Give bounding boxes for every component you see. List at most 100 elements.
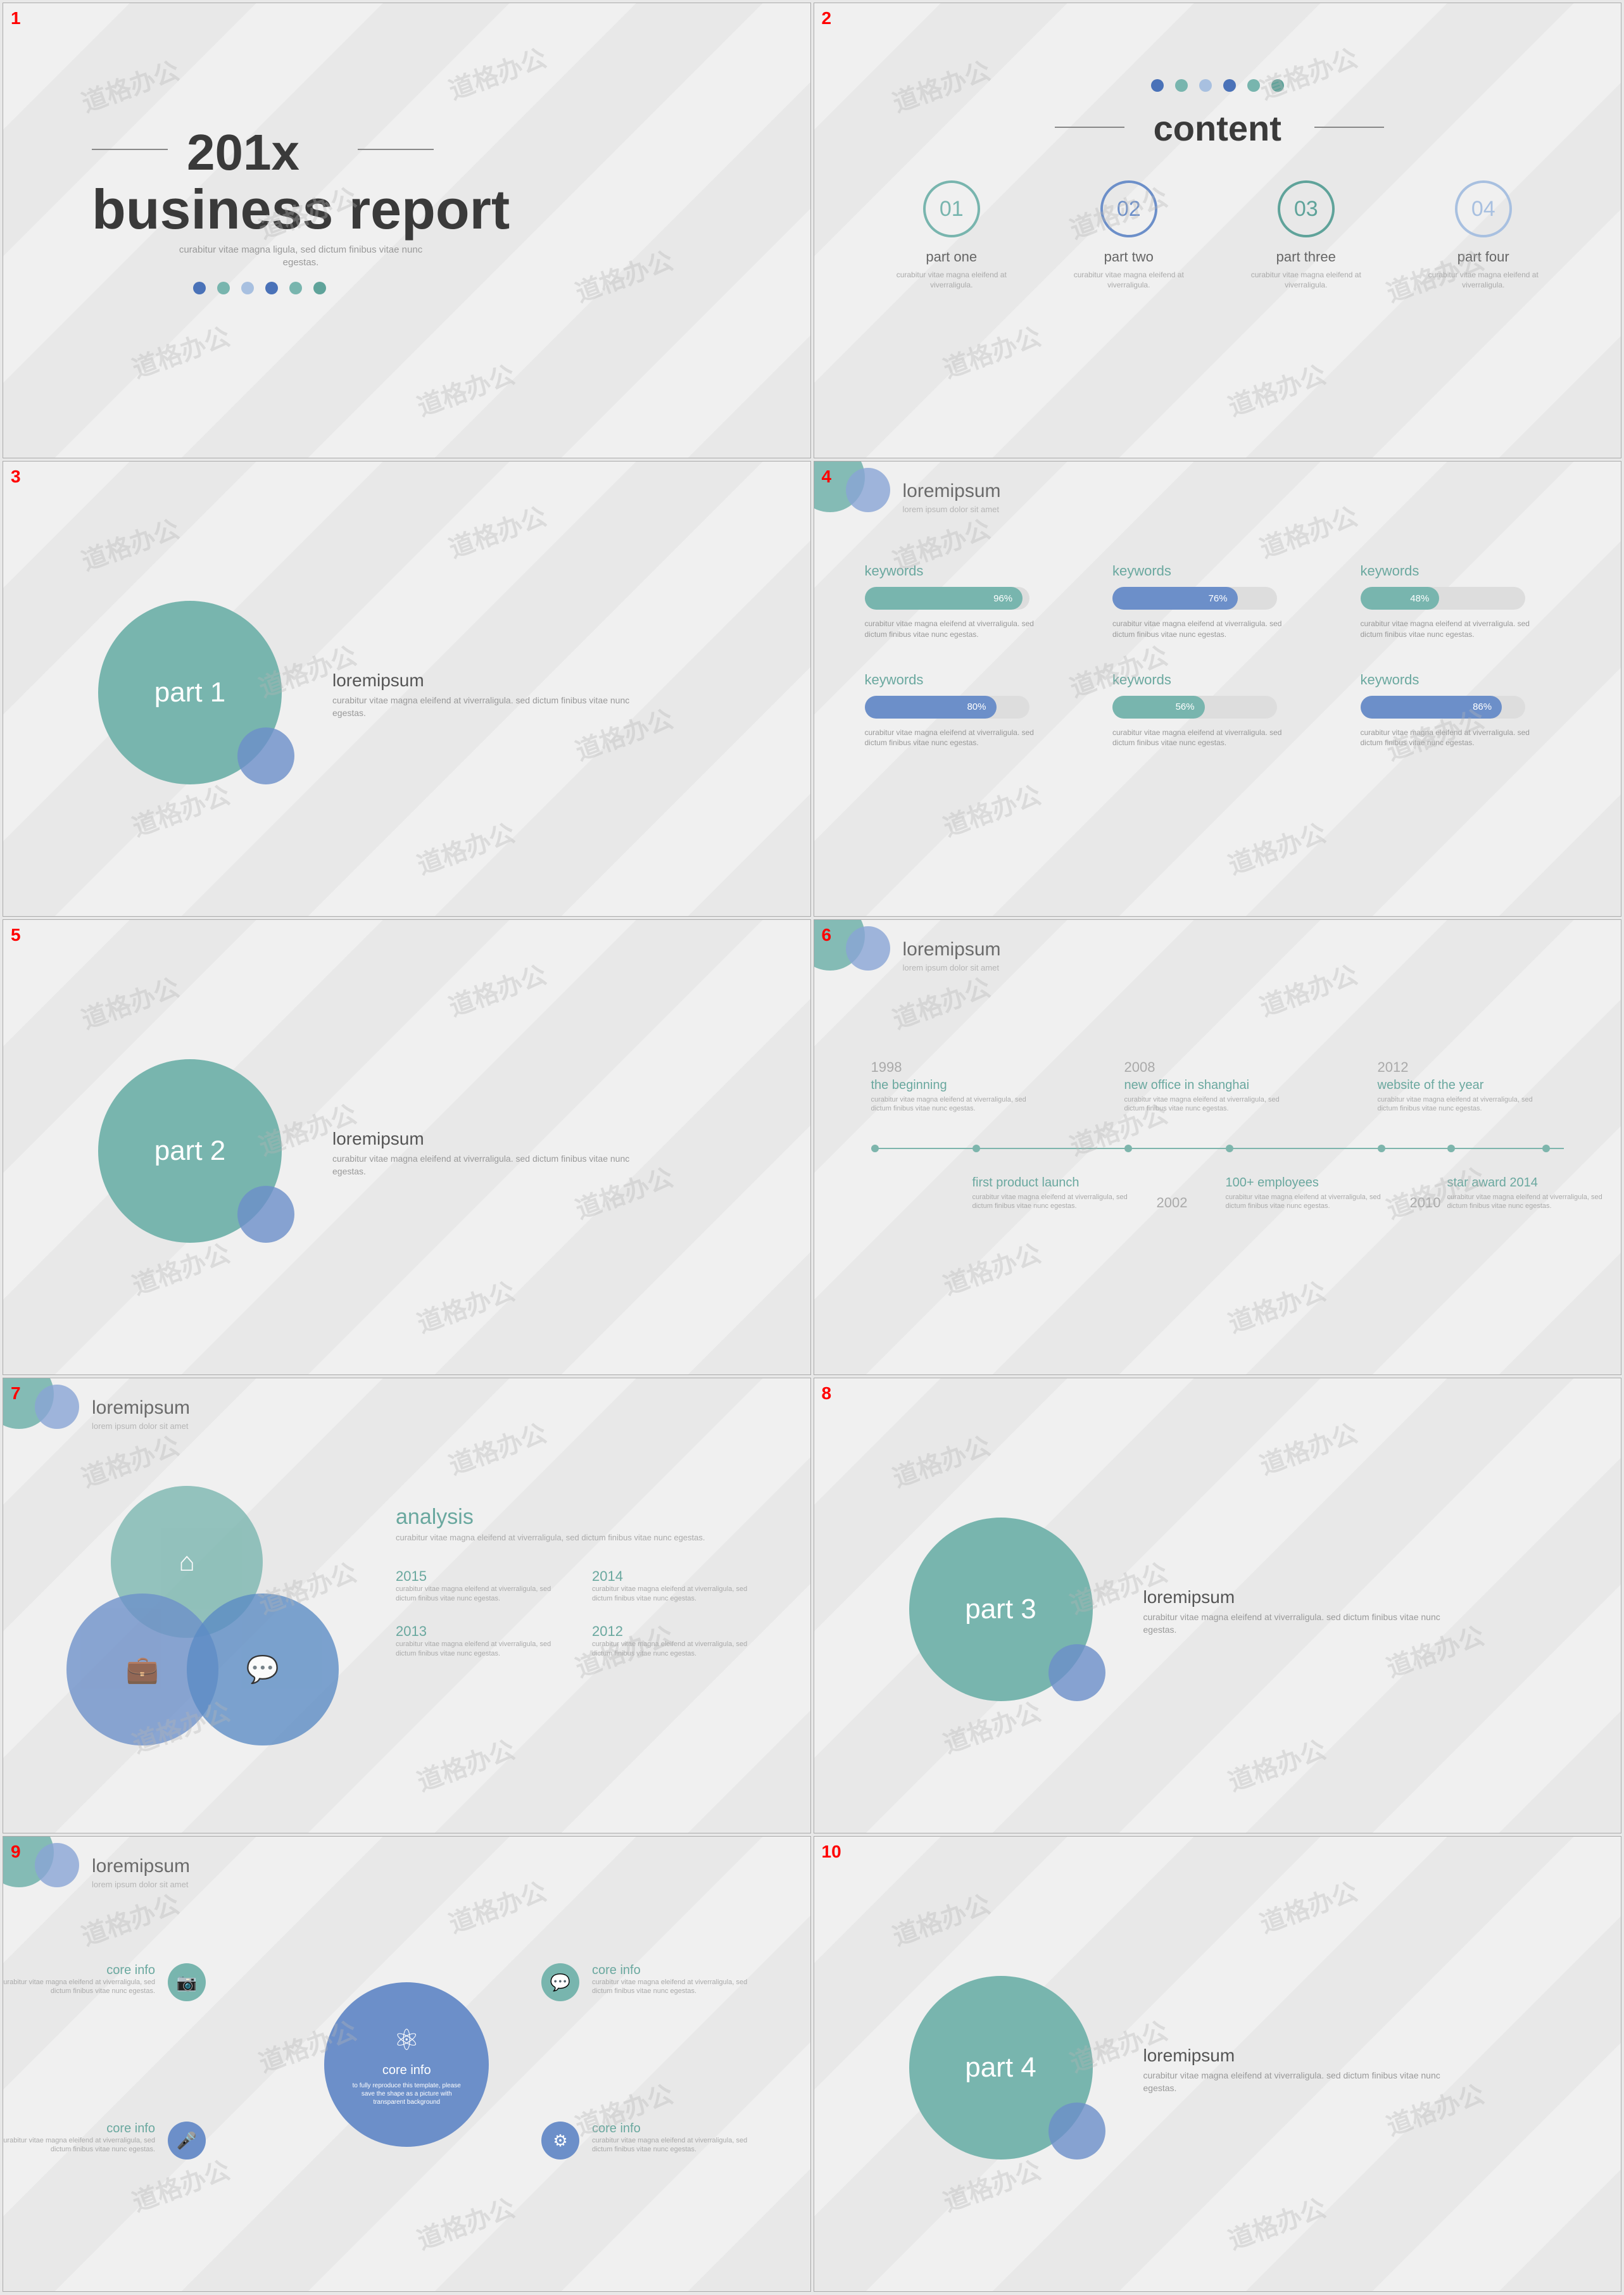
timeline-title: the beginning (871, 1078, 1048, 1093)
keyword-block: keywords 76% curabitur vitae magna eleif… (1112, 563, 1323, 640)
core-info-desc: curabitur vitae magna eleifend at viverr… (592, 2136, 757, 2154)
watermark: 道格办公 (443, 37, 551, 106)
keyword-desc: curabitur vitae magna eleifend at viverr… (865, 727, 1042, 749)
keyword-desc: curabitur vitae magna eleifend at viverr… (1112, 619, 1290, 640)
header-circle-blue (846, 926, 890, 971)
content-item-name: part two (1066, 249, 1192, 265)
section-desc: curabitur vitae magna eleifend at viverr… (332, 695, 649, 719)
slide-header-sub: lorem ipsum dolor sit amet (92, 1880, 188, 1889)
timeline-desc: curabitur vitae magna eleifend at viverr… (1124, 1095, 1302, 1114)
analysis-years: 2015 curabitur vitae magna eleifend at v… (396, 1568, 750, 1659)
venn-circle: 💬 (187, 1594, 339, 1745)
accent-dot (241, 282, 254, 294)
accent-dot (265, 282, 278, 294)
keyword-block: keywords 96% curabitur vitae magna eleif… (865, 563, 1075, 640)
watermark: 道格办公 (886, 1883, 994, 1952)
timeline-item-top: 1998 the beginning curabitur vitae magna… (871, 1059, 1048, 1114)
watermark: 道格办公 (937, 316, 1045, 385)
watermark: 道格办公 (937, 1233, 1045, 1302)
watermark: 道格办公 (412, 812, 519, 881)
slide-number: 10 (822, 1842, 841, 1862)
core-info-block: core info curabitur vitae magna eleifend… (3, 1963, 155, 1996)
slide-9: 9道格办公道格办公道格办公道格办公道格办公道格办公 loremipsum lor… (3, 1836, 811, 2292)
slide-header-sub: lorem ipsum dolor sit amet (903, 963, 999, 972)
timeline-title: website of the year (1378, 1078, 1555, 1093)
keyword-block: keywords 86% curabitur vitae magna eleif… (1361, 672, 1571, 749)
keyword-desc: curabitur vitae magna eleifend at viverr… (1361, 727, 1538, 749)
year-label: 2013 (396, 1623, 554, 1640)
slide-8: 8道格办公道格办公道格办公道格办公道格办公道格办公 part 3 loremip… (814, 1378, 1622, 1833)
progress-fill: 48% (1361, 587, 1440, 610)
dots-row (1151, 79, 1284, 92)
content-number-circle: 03 (1278, 180, 1335, 237)
section-desc: curabitur vitae magna eleifend at viverr… (332, 1153, 649, 1178)
content-items: 01 part one curabitur vitae magna eleife… (814, 180, 1621, 290)
content-item-desc: curabitur vitae magna eleifend at viverr… (1243, 270, 1369, 290)
watermark: 道格办公 (937, 2149, 1045, 2218)
rule-right (358, 149, 434, 150)
accent-dot (1199, 79, 1212, 92)
watermark: 道格办公 (443, 1412, 551, 1481)
slide-7: 7道格办公道格办公道格办公道格办公道格办公道格办公 loremipsum lor… (3, 1378, 811, 1833)
progress-fill: 96% (865, 587, 1023, 610)
slide-number: 3 (11, 467, 21, 487)
slide-5: 5道格办公道格办公道格办公道格办公道格办公道格办公 part 2 loremip… (3, 919, 811, 1375)
timeline-item-bottom: 100+ employees curabitur vitae magna ele… (1226, 1173, 1403, 1211)
watermark: 道格办公 (1222, 812, 1330, 881)
section-accent-circle (237, 1186, 294, 1243)
slide-header-title: loremipsum (92, 1397, 190, 1419)
watermark: 道格办公 (412, 354, 519, 423)
core-info-icon-circle: 📷 (168, 1963, 206, 2001)
progress-fill: 86% (1361, 696, 1502, 719)
content-number-circle: 02 (1100, 180, 1157, 237)
section-label: part 4 (965, 2052, 1036, 2084)
timeline-year: 2002 (1157, 1195, 1188, 1211)
accent-dot (289, 282, 302, 294)
timeline-year: 1998 (871, 1059, 902, 1075)
venn-icon: 💼 (126, 1654, 159, 1685)
timeline-axis (871, 1148, 1564, 1149)
section-heading: loremipsum (332, 1129, 424, 1149)
slide-number: 5 (11, 925, 21, 945)
year-desc: curabitur vitae magna eleifend at viverr… (396, 1640, 554, 1659)
watermark: 道格办公 (1222, 1729, 1330, 1798)
year-label: 2014 (592, 1568, 750, 1585)
slide-1: 1道格办公道格办公道格办公道格办公道格办公道格办公 201x business … (3, 3, 811, 458)
core-info-block: core info curabitur vitae magna eleifend… (3, 2122, 155, 2154)
timeline-year: 2008 (1124, 1059, 1155, 1075)
progress-fill: 80% (865, 696, 997, 719)
keyword-label: keywords (1112, 672, 1323, 688)
content-item-name: part four (1420, 249, 1547, 265)
core-info-desc: curabitur vitae magna eleifend at viverr… (3, 2136, 155, 2154)
slide-number: 9 (11, 1842, 21, 1862)
watermark: 道格办公 (1254, 954, 1361, 1023)
watermark: 道格办公 (1222, 2187, 1330, 2256)
atom-icon: ⚛ (394, 2023, 420, 2057)
core-center-title: core info (382, 2063, 431, 2078)
analysis-year-block: 2015 curabitur vitae magna eleifend at v… (396, 1568, 554, 1604)
watermark: 道格办公 (1254, 496, 1361, 565)
core-info-icon-circle: 💬 (541, 1963, 579, 2001)
watermark: 道格办公 (127, 1233, 234, 1302)
analysis-year-block: 2012 curabitur vitae magna eleifend at v… (592, 1623, 750, 1659)
timeline-node (1542, 1145, 1550, 1152)
watermark: 道格办公 (1222, 1271, 1330, 1340)
content-item-desc: curabitur vitae magna eleifend at viverr… (1066, 270, 1192, 290)
watermark: 道格办公 (76, 50, 184, 119)
accent-dot (1223, 79, 1236, 92)
watermark: 道格办公 (127, 2149, 234, 2218)
keyword-label: keywords (865, 563, 1075, 579)
content-item-desc: curabitur vitae magna eleifend at viverr… (1420, 270, 1547, 290)
content-item: 04 part four curabitur vitae magna eleif… (1420, 180, 1547, 290)
section-desc: curabitur vitae magna eleifend at viverr… (1143, 2070, 1460, 2094)
year-label: 2015 (396, 1568, 554, 1585)
keyword-label: keywords (1361, 672, 1571, 688)
watermark: 道格办公 (443, 496, 551, 565)
timeline-title: first product launch (973, 1176, 1150, 1190)
section-heading: loremipsum (1143, 2046, 1235, 2066)
accent-dot (1151, 79, 1164, 92)
watermark: 道格办公 (1222, 354, 1330, 423)
keyword-label: keywords (1361, 563, 1571, 579)
watermark: 道格办公 (937, 1691, 1045, 1760)
timeline-title: 100+ employees (1226, 1176, 1403, 1190)
